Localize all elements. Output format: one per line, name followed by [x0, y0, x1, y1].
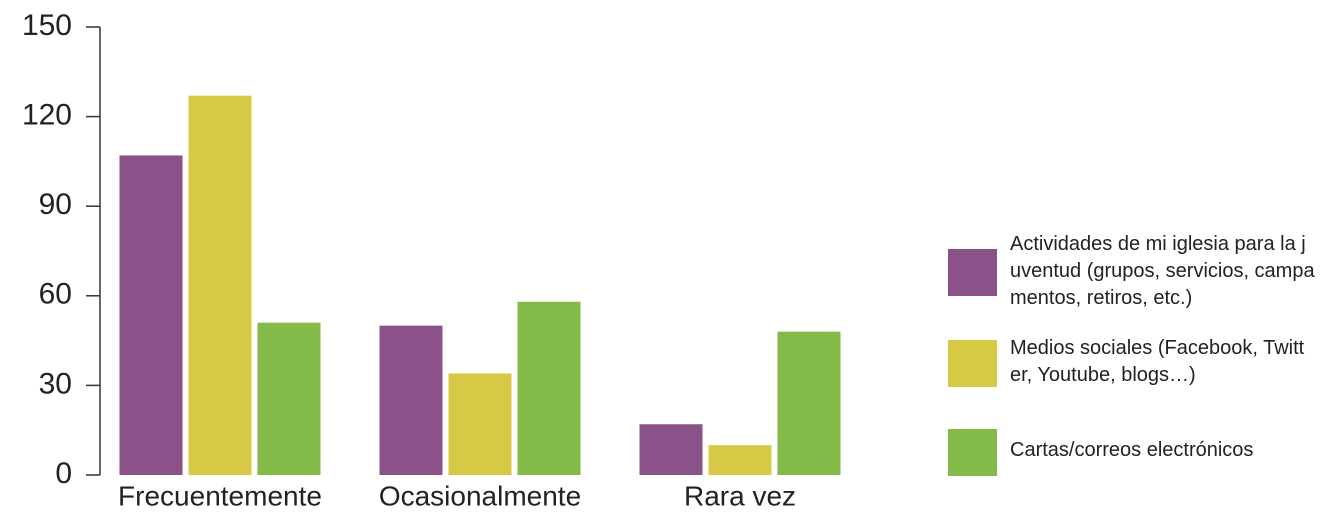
legend-label: Cartas/correos electrónicos [1010, 439, 1254, 461]
bar [188, 95, 252, 476]
legend-swatch [948, 249, 997, 296]
y-tick-label: 120 [22, 99, 72, 132]
x-tick-label: Rara vez [684, 480, 796, 511]
bar [448, 373, 512, 475]
x-tick-label: Ocasionalmente [379, 480, 581, 511]
legend-label: Medios sociales (Facebook, Twitter, Yout… [1010, 337, 1305, 386]
y-tick-label: 60 [39, 278, 72, 311]
bar [257, 322, 321, 475]
y-tick-label: 150 [22, 9, 72, 42]
y-tick-label: 0 [55, 457, 72, 490]
bar [517, 301, 581, 475]
bar [777, 331, 841, 475]
legend-label: Actividades de mi iglesia para la juvent… [1010, 233, 1315, 309]
bar [379, 325, 443, 475]
bar [639, 424, 703, 475]
legend-swatch [948, 429, 997, 476]
y-tick-label: 30 [39, 367, 72, 400]
y-tick-label: 90 [39, 188, 72, 221]
bar [119, 155, 183, 475]
bar [708, 445, 772, 475]
x-tick-label: Frecuentemente [118, 480, 322, 511]
legend-swatch [948, 340, 997, 387]
